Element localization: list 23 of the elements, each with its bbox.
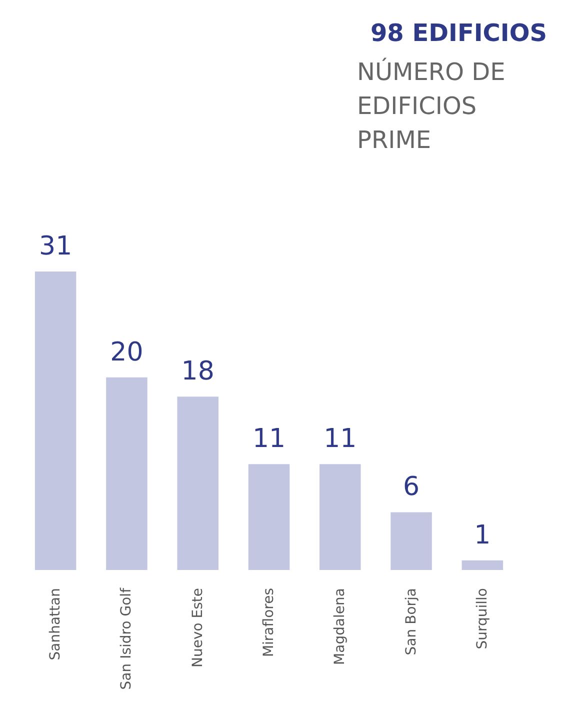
x-tick-label: Surquillo: [474, 588, 490, 650]
bar: [177, 396, 218, 570]
bar: [462, 560, 504, 570]
x-tick-label: San Borja: [403, 588, 420, 656]
x-tick-label: Sanhattan: [48, 588, 64, 660]
bar: [390, 512, 432, 570]
data-label: 31: [39, 232, 72, 262]
bar: [34, 272, 76, 570]
data-label: 18: [181, 356, 214, 387]
data-label: 20: [110, 337, 144, 368]
x-tick-label: Miraflores: [261, 588, 277, 658]
data-label: 6: [403, 472, 420, 502]
bar: [106, 377, 148, 570]
bar: [320, 464, 361, 570]
data-label: 1: [474, 520, 491, 550]
x-tick-label: Magdalena: [332, 588, 348, 665]
chart-title: 98 EDIFICIOS: [370, 19, 548, 47]
data-label: 11: [252, 424, 286, 454]
chart-subtitle: NÚMERO DE EDIFICIOS PRIME: [357, 57, 513, 154]
x-tick-label: Nuevo Este: [190, 588, 206, 668]
data-label: 11: [324, 424, 357, 454]
bar: [248, 464, 290, 570]
x-tick-label: San Isidro Golf: [118, 586, 135, 690]
